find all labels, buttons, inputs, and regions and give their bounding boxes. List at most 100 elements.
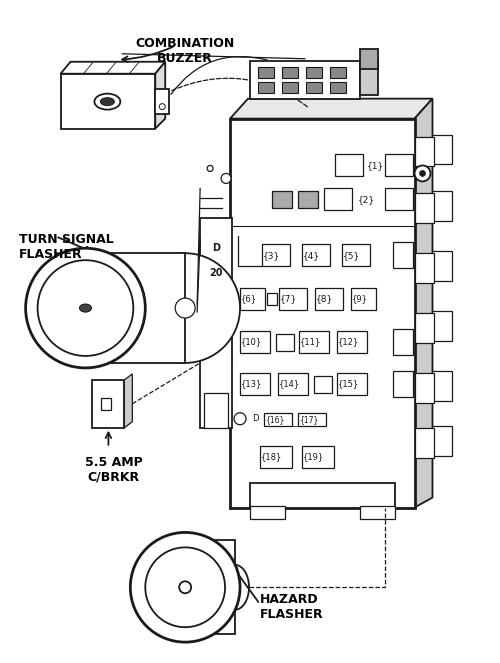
Text: {12}: {12}: [338, 337, 359, 347]
Bar: [315, 288, 342, 310]
Bar: [360, 61, 378, 95]
Polygon shape: [60, 62, 165, 74]
Circle shape: [179, 581, 191, 593]
Bar: [432, 192, 452, 221]
Bar: [264, 413, 292, 426]
Circle shape: [130, 532, 240, 642]
Bar: [298, 192, 318, 208]
Bar: [276, 334, 294, 351]
Text: {13}: {13}: [241, 379, 262, 389]
Bar: [258, 82, 274, 93]
Bar: [262, 244, 290, 266]
Text: {5}: {5}: [342, 251, 360, 260]
Bar: [392, 371, 412, 397]
Text: {3}: {3}: [263, 251, 280, 260]
Text: {14}: {14}: [279, 379, 300, 389]
Text: COMBINATION
BUZZER: COMBINATION BUZZER: [136, 37, 235, 65]
Bar: [414, 194, 434, 223]
Ellipse shape: [94, 93, 120, 109]
Bar: [240, 331, 270, 353]
Circle shape: [26, 248, 146, 368]
Circle shape: [160, 103, 165, 109]
Bar: [267, 293, 277, 305]
Bar: [306, 67, 322, 78]
Text: 20: 20: [210, 268, 223, 278]
Bar: [414, 373, 434, 403]
Circle shape: [38, 260, 134, 356]
Bar: [204, 393, 228, 428]
Circle shape: [207, 166, 213, 172]
Bar: [432, 251, 452, 281]
Circle shape: [414, 166, 430, 182]
Text: {15}: {15}: [338, 379, 359, 389]
Bar: [86, 253, 185, 363]
Bar: [240, 288, 265, 310]
Bar: [360, 49, 378, 69]
Bar: [102, 398, 112, 410]
Bar: [337, 331, 366, 353]
Polygon shape: [124, 374, 132, 428]
Circle shape: [146, 548, 225, 627]
Bar: [240, 373, 270, 395]
Bar: [279, 288, 307, 310]
Bar: [200, 218, 232, 428]
Polygon shape: [414, 99, 432, 507]
Bar: [282, 82, 298, 93]
Bar: [360, 505, 394, 520]
Bar: [298, 413, 326, 426]
Bar: [335, 154, 362, 176]
Text: {16}: {16}: [265, 415, 284, 424]
Text: {18}: {18}: [261, 452, 282, 461]
Bar: [250, 505, 285, 520]
Ellipse shape: [100, 97, 114, 105]
Bar: [299, 331, 329, 353]
Bar: [314, 376, 332, 393]
Bar: [337, 373, 366, 395]
Bar: [230, 119, 414, 507]
Text: {11}: {11}: [300, 337, 321, 347]
Text: {10}: {10}: [241, 337, 262, 347]
Text: D: D: [252, 414, 258, 423]
Bar: [92, 380, 124, 428]
Bar: [330, 82, 345, 93]
Bar: [324, 188, 351, 210]
Text: 5.5 AMP
C/BRKR: 5.5 AMP C/BRKR: [84, 455, 142, 483]
Bar: [156, 89, 169, 113]
Ellipse shape: [80, 304, 92, 312]
Ellipse shape: [221, 565, 249, 610]
Text: {2}: {2}: [358, 195, 375, 204]
Bar: [432, 426, 452, 455]
Polygon shape: [230, 99, 432, 119]
Text: {6}: {6}: [241, 294, 257, 304]
Ellipse shape: [175, 298, 195, 318]
Bar: [432, 135, 452, 164]
Text: {4}: {4}: [303, 251, 320, 260]
Bar: [250, 483, 394, 507]
Bar: [272, 192, 292, 208]
Bar: [342, 244, 369, 266]
Bar: [278, 373, 308, 395]
Bar: [384, 154, 412, 176]
Bar: [414, 137, 434, 166]
Bar: [282, 67, 298, 78]
Bar: [302, 244, 330, 266]
Bar: [414, 253, 434, 283]
Bar: [392, 242, 412, 268]
Text: {17}: {17}: [299, 415, 318, 424]
Polygon shape: [156, 62, 165, 129]
Text: {1}: {1}: [366, 161, 384, 170]
Bar: [392, 329, 412, 355]
Text: {8}: {8}: [316, 294, 333, 304]
Bar: [432, 311, 452, 341]
Bar: [60, 74, 156, 129]
Circle shape: [234, 413, 246, 425]
Circle shape: [130, 253, 240, 363]
Bar: [185, 540, 235, 634]
Bar: [414, 428, 434, 457]
Bar: [260, 446, 292, 467]
Bar: [414, 313, 434, 343]
Bar: [330, 67, 345, 78]
Bar: [350, 288, 376, 310]
Circle shape: [221, 174, 231, 184]
Bar: [302, 446, 334, 467]
